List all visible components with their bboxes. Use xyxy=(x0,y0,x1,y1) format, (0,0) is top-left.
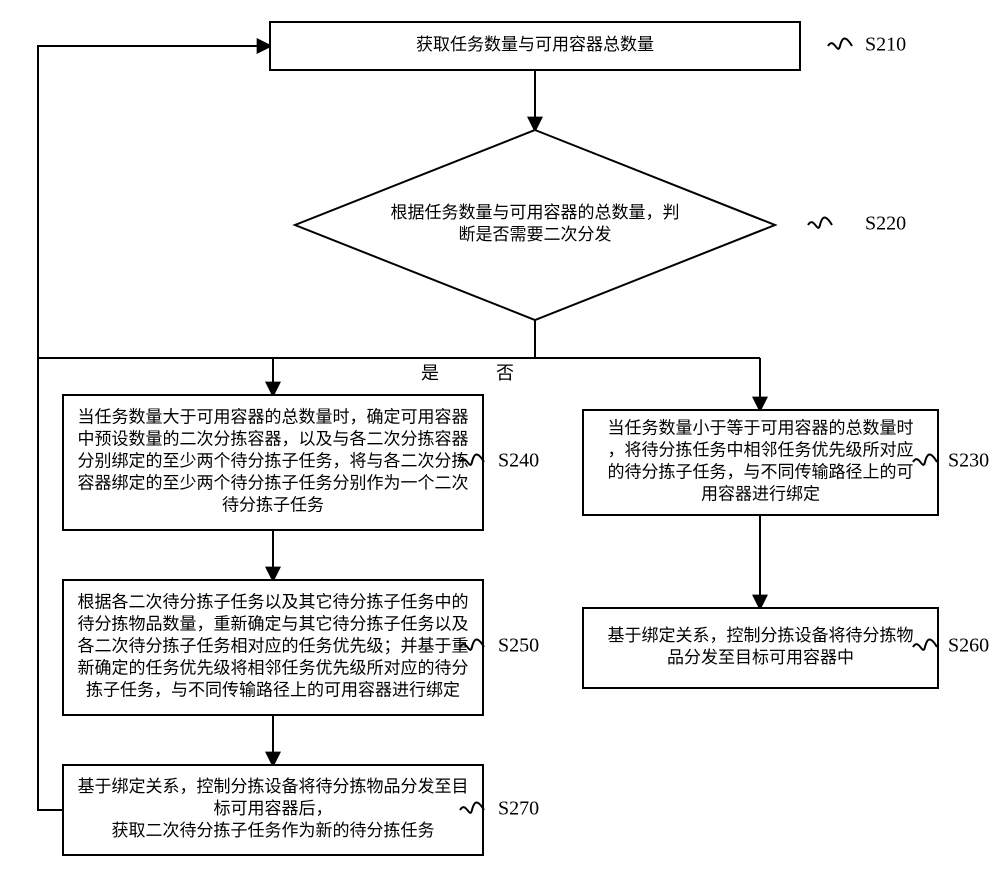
node-s260: 基于绑定关系，控制分拣设备将待分拣物品分发至目标可用容器中 xyxy=(583,608,938,688)
step-label-s250: S250 xyxy=(498,635,539,657)
step-label-s260: S260 xyxy=(948,635,989,657)
step-label-s240: S240 xyxy=(498,450,539,472)
node-s240-line3: 容器绑定的至少两个待分拣子任务分别作为一个二次 xyxy=(78,473,469,492)
node-s250-line1: 待分拣物品数量，重新确定与其它待分拣子任务以及 xyxy=(78,614,469,633)
node-s230-line2: 的待分拣子任务，与不同传输路径上的可 xyxy=(608,462,914,481)
node-s260-line0: 基于绑定关系，控制分拣设备将待分拣物 xyxy=(608,626,914,645)
node-s260-line1: 品分发至目标可用容器中 xyxy=(667,648,854,667)
node-s270: 基于绑定关系，控制分拣设备将待分拣物品分发至目标可用容器后， 获取二次待分拣子任务… xyxy=(63,765,483,855)
branch-label-yes: 是 xyxy=(421,363,439,383)
tilde-s220 xyxy=(808,218,832,228)
node-s250: 根据各二次待分拣子任务以及其它待分拣子任务中的待分拣物品数量，重新确定与其它待分… xyxy=(63,580,483,715)
node-s230-line1: ，将待分拣任务中相邻任务优先级所对应 xyxy=(608,440,914,459)
step-label-s210: S210 xyxy=(865,34,906,56)
node-s220-line0: 根据任务数量与可用容器的总数量，判 xyxy=(391,203,680,222)
node-s240-line0: 当任务数量大于可用容器的总数量时，确定可用容器 xyxy=(78,407,469,426)
node-s270-line0: 基于绑定关系，控制分拣设备将待分拣物品分发至目 xyxy=(78,777,469,796)
node-s240-line4: 待分拣子任务 xyxy=(222,495,324,514)
node-s270-line2: 获取二次待分拣子任务作为新的待分拣任务 xyxy=(112,821,435,840)
tilde-s210 xyxy=(828,39,852,49)
step-label-s220: S220 xyxy=(865,213,906,235)
node-s250-line3: 新确定的任务优先级将相邻任务优先级所对应的待分 xyxy=(78,658,469,677)
node-s240-line2: 分别绑定的至少两个待分拣子任务，将与各二次分拣 xyxy=(78,451,469,470)
step-label-s230: S230 xyxy=(948,450,989,472)
node-s250-line0: 根据各二次待分拣子任务以及其它待分拣子任务中的 xyxy=(78,592,469,611)
node-s240: 当任务数量大于可用容器的总数量时，确定可用容器中预设数量的二次分拣容器，以及与各… xyxy=(63,395,483,530)
node-s230-line0: 当任务数量小于等于可用容器的总数量时 xyxy=(608,418,914,437)
node-s230-line3: 用容器进行绑定 xyxy=(701,484,820,503)
branch-label-no: 否 xyxy=(496,363,514,383)
node-s220: 根据任务数量与可用容器的总数量，判断是否需要二次分发 xyxy=(295,130,775,320)
node-s230: 当任务数量小于等于可用容器的总数量时 ，将待分拣任务中相邻任务优先级所对应的待分拣… xyxy=(583,410,938,515)
node-s240-line1: 中预设数量的二次分拣容器，以及与各二次分拣容器 xyxy=(78,429,469,448)
node-s250-line4: 拣子任务，与不同传输路径上的可用容器进行绑定 xyxy=(86,680,460,699)
node-s250-line2: 各二次待分拣子任务相对应的任务优先级；并基于重 xyxy=(78,636,469,655)
node-s270-line1: 标可用容器后， xyxy=(214,799,333,818)
node-s210-line0: 获取任务数量与可用容器总数量 xyxy=(416,35,654,54)
node-s210: 获取任务数量与可用容器总数量 xyxy=(270,22,800,70)
step-label-s270: S270 xyxy=(498,798,539,820)
node-s220-line1: 断是否需要二次分发 xyxy=(459,225,612,244)
